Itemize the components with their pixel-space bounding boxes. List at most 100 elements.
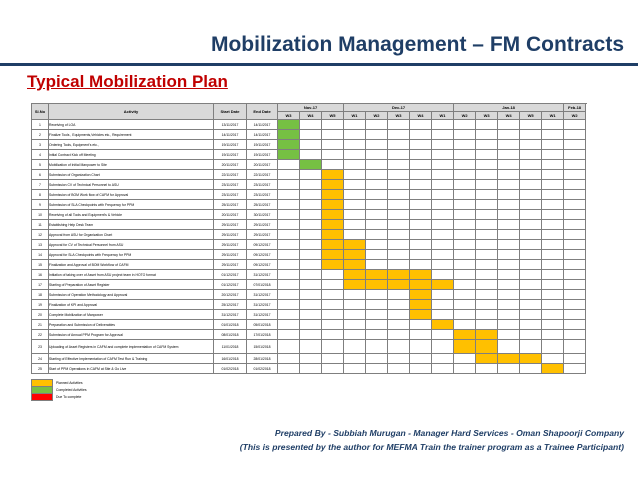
gantt-bar-cell — [343, 239, 366, 250]
gantt-empty-cell — [563, 239, 587, 250]
start-date-header: Start Date — [213, 103, 247, 120]
gantt-empty-cell — [430, 199, 455, 210]
gantt-empty-cell — [541, 289, 565, 300]
row-start-date: 01/12/2017 — [213, 269, 247, 280]
gantt-bar-cell — [321, 239, 344, 250]
row-activity: Submission of SLA Checkpoints with Frequ… — [48, 199, 214, 210]
gantt-empty-cell — [343, 339, 366, 354]
plan-subtitle: Typical Mobilization Plan — [27, 72, 228, 91]
row-activity: Finalize Tools , Equipments,Vehicles etc… — [48, 129, 214, 140]
row-end-date: 07/01/2018 — [246, 279, 278, 290]
gantt-empty-cell — [387, 179, 410, 190]
gantt-empty-cell — [277, 229, 300, 240]
gantt-bar-cell — [365, 279, 388, 290]
table-row: 3 Ordering Tools, Equipment's etc., 19/11/… — [31, 139, 587, 150]
row-activity: Approval for SLA Checkpoints with Freque… — [48, 249, 214, 260]
week-header: W1 — [541, 111, 565, 120]
gantt-empty-cell — [541, 199, 565, 210]
gantt-empty-cell — [430, 119, 455, 130]
row-sno: 13 — [31, 239, 49, 250]
gantt-empty-cell — [497, 239, 521, 250]
gantt-empty-cell — [321, 269, 344, 280]
gantt-empty-cell — [563, 129, 587, 140]
gantt-bar-cell — [277, 119, 300, 130]
row-start-date: 01/02/2018 — [213, 363, 247, 374]
week-header: W3 — [387, 111, 410, 120]
gantt-empty-cell — [519, 169, 543, 180]
gantt-empty-cell — [343, 219, 366, 230]
gantt-empty-cell — [541, 219, 565, 230]
gantt-empty-cell — [453, 249, 477, 260]
gantt-empty-cell — [430, 229, 455, 240]
gantt-empty-cell — [475, 279, 499, 290]
gantt-bar-cell — [387, 279, 410, 290]
gantt-empty-cell — [299, 363, 322, 374]
gantt-empty-cell — [299, 189, 322, 200]
gantt-empty-cell — [387, 139, 410, 150]
row-end-date: 29/11/2017 — [246, 219, 278, 230]
row-sno: 5 — [31, 159, 49, 170]
gantt-empty-cell — [497, 339, 521, 354]
row-start-date: 01/01/2018 — [213, 319, 247, 330]
gantt-empty-cell — [277, 329, 300, 340]
table-row: 12 Approval from ASU for Organization Cha… — [31, 229, 587, 240]
gantt-bar-cell — [409, 299, 432, 310]
gantt-empty-cell — [343, 139, 366, 150]
row-activity: Preparation and Submission of Deliverabl… — [48, 319, 214, 330]
table-row: 2 Finalize Tools , Equipments,Vehicles et… — [31, 129, 587, 140]
gantt-empty-cell — [497, 319, 521, 330]
row-activity: Submission of BOM Work flow of CAFM for … — [48, 189, 214, 200]
gantt-empty-cell — [343, 289, 366, 300]
gantt-empty-cell — [430, 189, 455, 200]
gantt-empty-cell — [430, 219, 455, 230]
gantt-empty-cell — [519, 339, 543, 354]
row-activity: Submission of Annual PPM Program for App… — [48, 329, 214, 340]
table-row: 10 Receiving of all Tools and Equipment's… — [31, 209, 587, 220]
table-row: 1 Receiving of LOA 13/11/2017 14/11/2017 — [31, 119, 587, 130]
row-start-date: 20/11/2017 — [213, 159, 247, 170]
gantt-empty-cell — [497, 259, 521, 270]
row-end-date: 25/11/2017 — [246, 199, 278, 210]
row-start-date: 19/11/2017 — [213, 139, 247, 150]
week-header: W5 — [519, 111, 543, 120]
gantt-empty-cell — [497, 179, 521, 190]
gantt-empty-cell — [365, 239, 388, 250]
gantt-empty-cell — [541, 179, 565, 190]
week-header: W4 — [299, 111, 322, 120]
row-sno: 18 — [31, 289, 49, 300]
gantt-bar-cell — [430, 319, 455, 330]
gantt-table: Sl.No Activity Start Date End Date Nov-1… — [31, 103, 587, 374]
row-start-date: 13/11/2017 — [213, 119, 247, 130]
gantt-empty-cell — [563, 189, 587, 200]
gantt-empty-cell — [430, 299, 455, 310]
gantt-empty-cell — [563, 199, 587, 210]
gantt-empty-cell — [343, 129, 366, 140]
table-row: 15 Finalization and Approval of BOM Workf… — [31, 259, 587, 270]
gantt-empty-cell — [430, 309, 455, 320]
gantt-empty-cell — [475, 129, 499, 140]
gantt-empty-cell — [409, 229, 432, 240]
gantt-empty-cell — [475, 269, 499, 280]
gantt-empty-cell — [453, 259, 477, 270]
row-sno: 25 — [31, 363, 49, 374]
gantt-empty-cell — [277, 353, 300, 364]
gantt-empty-cell — [519, 229, 543, 240]
row-activity: Ordering Tools, Equipment's etc., — [48, 139, 214, 150]
table-row: 24 Starting of Effective Implementation o… — [31, 353, 587, 364]
gantt-bar-cell — [277, 149, 300, 160]
gantt-empty-cell — [277, 363, 300, 374]
gantt-empty-cell — [453, 289, 477, 300]
row-sno: 3 — [31, 139, 49, 150]
gantt-empty-cell — [365, 139, 388, 150]
gantt-empty-cell — [563, 249, 587, 260]
row-start-date: 20/12/2017 — [213, 289, 247, 300]
gantt-empty-cell — [299, 309, 322, 320]
gantt-empty-cell — [453, 199, 477, 210]
gantt-empty-cell — [299, 269, 322, 280]
gantt-empty-cell — [541, 299, 565, 310]
gantt-empty-cell — [365, 219, 388, 230]
gantt-empty-cell — [321, 319, 344, 330]
gantt-empty-cell — [409, 249, 432, 260]
activity-header: Activity — [48, 103, 214, 120]
table-row: 18 Submission of Operation Methodology an… — [31, 289, 587, 300]
